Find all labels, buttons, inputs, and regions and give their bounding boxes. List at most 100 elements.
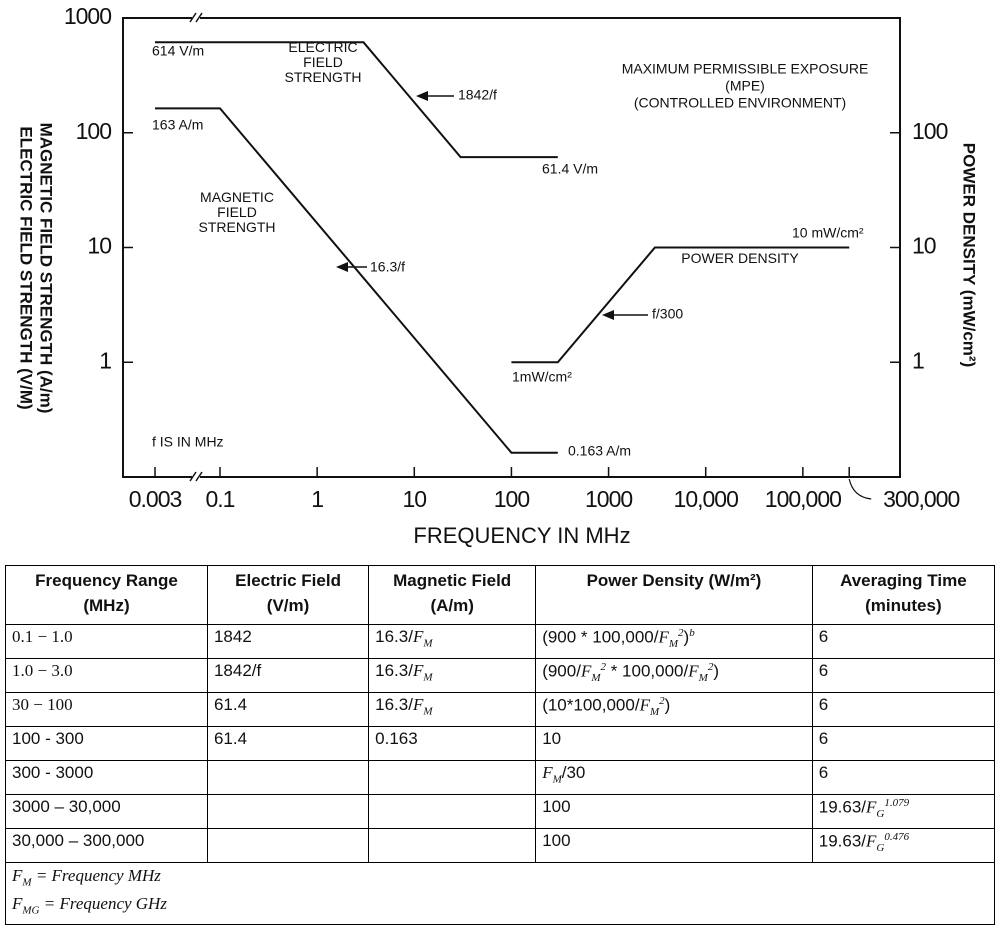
cell-text: M [591, 672, 601, 685]
table-cell: 3000 – 30,000 [5, 794, 208, 829]
table-cell: 61.4 [206, 726, 370, 761]
annotation: 61.4 V/m [542, 161, 598, 177]
y-tick-label: 1 [99, 347, 111, 373]
cell-text: 19.63/ [818, 797, 866, 817]
x-tick-label: 10,000 [674, 486, 739, 512]
cell-text: 16.3/ [375, 695, 413, 714]
cell-text: b [689, 627, 695, 639]
table-cell: 61.4 [206, 692, 370, 727]
annotation: 614 V/m [152, 43, 204, 59]
axis-break [189, 12, 203, 483]
cell-text: M [649, 706, 660, 719]
cell-text: ) [713, 661, 719, 681]
table-cell: 6 [811, 692, 996, 727]
tick-leader [848, 478, 872, 500]
cell-text: Frequency MHz [51, 866, 161, 885]
cell-text: M [423, 637, 433, 650]
chart: 614 V/m 1842/f 61.4 V/m 163 A/m 16.3/f 0… [17, 3, 979, 548]
annotation: 10 mW/cm² [792, 225, 864, 241]
table-cell: 100 [535, 794, 813, 829]
x-tick-label: 0.1 [206, 486, 235, 512]
annotation: f IS IN MHz [152, 434, 224, 450]
cell-text: M [423, 671, 433, 684]
empty-cell [206, 794, 370, 829]
table-cell: 30 − 100 [5, 692, 208, 727]
table-cell: (900 * 100,000/FM2)b [535, 624, 813, 659]
header-cell: Power Density (W/m²) [535, 565, 813, 625]
cell-text: F [688, 661, 699, 681]
cell-text: F [580, 661, 592, 681]
y-tick-label: 100 [76, 118, 112, 144]
series-label: POWER DENSITY [681, 250, 799, 266]
footnote: FMG = Frequency GHz [12, 893, 988, 921]
empty-cell [206, 828, 370, 863]
table-row: 1.0 − 3.0 1842/f 16.3/FM (900/FM2 * 100,000… [5, 658, 996, 693]
header-cell: Frequency Range (MHz) [5, 565, 208, 625]
cell-text: F [639, 695, 650, 715]
annotation: f/300 [652, 306, 683, 322]
y-axis-title: MAGNETIC FIELD STRENGTH (A/m) [37, 123, 56, 414]
footer-row: FM = Frequency MHz FMG = Frequency GHz [5, 862, 995, 925]
cell-text: 16.3/ [375, 661, 413, 680]
table-row: 100 - 300 61.4 0.163 10 6 [5, 726, 996, 761]
table-cell: 6 [811, 658, 996, 693]
table-cell: 100 [535, 828, 813, 863]
cell-text: 16.3/ [375, 627, 413, 646]
table-cell: 16.3/FM [368, 658, 537, 693]
table-cell: 30,000 – 300,000 [5, 828, 208, 863]
table-cell: 1842/f [206, 658, 370, 693]
table-cell: 10 [535, 726, 813, 761]
cell-text: MG [22, 904, 40, 917]
cell-text: = [31, 866, 52, 885]
y2-tick-label: 10 [912, 233, 936, 259]
y-tick-label: 1000 [64, 3, 111, 29]
cell-text: F [12, 894, 23, 914]
cell-text: F [866, 831, 877, 851]
series-line [155, 107, 558, 454]
series-label: MAGNETIC FIELD STRENGTH [198, 189, 276, 235]
exposure-table: Frequency Range (MHz) Electric Field (V/m… [5, 565, 996, 925]
footnote: FM = Frequency MHz [12, 865, 988, 893]
table-cell: 6 [811, 624, 996, 659]
table-cell: (900/FM2 * 100,000/FM2) [535, 658, 813, 693]
annotation: 16.3/f [370, 259, 405, 275]
annotation: 0.163 A/m [568, 443, 631, 459]
cell-text: (900 * 100,000/ [542, 627, 659, 647]
cell-text: (900/ [542, 661, 581, 681]
table-row: 0.1 − 1.0 1842 16.3/FM (900 * 100,000/FM2)b… [5, 624, 996, 659]
empty-cell [206, 760, 370, 795]
annotation: MAXIMUM PERMISSIBLE EXPOSURE [622, 61, 869, 77]
cell-text: F [412, 661, 424, 680]
y2-tick-label: 1 [912, 347, 924, 373]
cell-text: /30 [561, 763, 586, 782]
series-line [511, 246, 850, 364]
cell-text: F [12, 866, 23, 885]
cell-text: 2 [707, 661, 714, 673]
x-tick-label: 1 [311, 486, 323, 512]
table-cell: 0.163 [368, 726, 537, 761]
cell-text: (10*100,000/ [542, 695, 640, 715]
table-cell: (10*100,000/FM2) [535, 692, 813, 727]
cell-text: M [668, 638, 679, 651]
series-line [155, 41, 558, 159]
footer-cell: FM = Frequency MHz FMG = Frequency GHz [5, 862, 995, 925]
table-row: 300 - 3000 FM/30 6 [5, 760, 996, 795]
cell-text: F [412, 627, 424, 646]
table-cell: 16.3/FM [368, 624, 537, 659]
table-cell: FM/30 [535, 760, 813, 795]
cell-text: M [552, 773, 562, 786]
annotation: (CONTROLLED ENVIRONMENT) [634, 95, 846, 111]
cell-text: ) [664, 695, 671, 715]
empty-cell [368, 760, 537, 795]
header-row: Frequency Range (MHz) Electric Field (V/m… [5, 565, 996, 625]
cell-text: M [423, 705, 433, 718]
empty-cell [368, 794, 537, 829]
header-cell: Magnetic Field (A/m) [368, 565, 537, 625]
cell-text: 19.63/ [818, 831, 866, 851]
header-cell: Electric Field (V/m) [206, 565, 370, 625]
annotation-arrow [602, 310, 648, 320]
series-label: ELECTRIC FIELD STRENGTH [284, 39, 362, 85]
y2-tick-label: 100 [912, 118, 948, 144]
table-cell: 6 [811, 726, 996, 761]
cell-text: ) [683, 627, 690, 647]
